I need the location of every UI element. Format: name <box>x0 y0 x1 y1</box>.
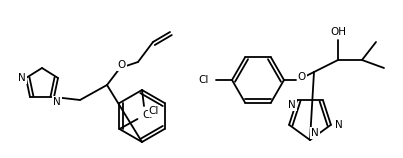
Text: O: O <box>298 72 306 82</box>
Text: Cl: Cl <box>149 106 159 116</box>
Text: N: N <box>288 100 296 110</box>
Text: N: N <box>18 73 26 83</box>
Text: N: N <box>311 128 319 138</box>
Text: Cl: Cl <box>142 110 153 120</box>
Text: O: O <box>118 60 126 70</box>
Text: N: N <box>53 97 61 107</box>
Text: Cl: Cl <box>199 75 209 85</box>
Text: OH: OH <box>330 27 346 37</box>
Text: N: N <box>335 120 343 130</box>
